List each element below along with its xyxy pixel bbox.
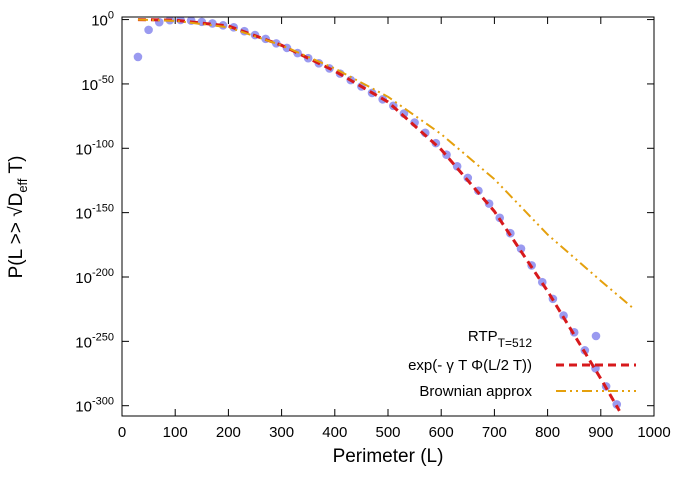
x-tick-label: 900 xyxy=(588,424,613,441)
x-tick-label: 400 xyxy=(322,424,347,441)
legend-label: exp(- γ T Φ(L/2 T)) xyxy=(408,357,532,374)
legend-marker xyxy=(591,331,601,341)
plot-frame xyxy=(121,16,655,417)
y-tick-label: 10-200 xyxy=(75,267,114,287)
legend-name: Brownian approx xyxy=(419,383,532,400)
x-tick-label: 0 xyxy=(118,424,126,441)
data-line xyxy=(137,18,621,412)
legend-name: exp(- γ T Φ(L/2 T)) xyxy=(408,357,532,374)
x-tick-label: 300 xyxy=(269,424,294,441)
x-tick-label: 200 xyxy=(216,424,241,441)
x-tick-label: 1000 xyxy=(637,424,670,441)
x-axis-label: Perimeter (L) xyxy=(333,446,444,467)
data-point xyxy=(612,400,622,409)
data-point xyxy=(133,52,143,62)
x-tick-label: 700 xyxy=(482,424,507,441)
y-tick-exponent: 0 xyxy=(108,10,114,22)
y-tick-base: 10 xyxy=(75,206,92,223)
legend-subscript: T=512 xyxy=(498,336,533,350)
x-tick-label: 800 xyxy=(535,424,560,441)
data-point xyxy=(516,244,526,253)
y-tick-base: 10 xyxy=(75,270,92,287)
y-tick-exponent: -100 xyxy=(92,138,114,150)
y-tick-base: 10 xyxy=(75,334,92,351)
x-tick-label: 100 xyxy=(163,424,188,441)
y-axis-label-main: P(L >> √D xyxy=(6,193,27,279)
y-tick-label: 100 xyxy=(91,10,114,30)
y-axis-label-sub: eff xyxy=(15,178,30,193)
legend-label: Brownian approx xyxy=(419,383,532,400)
y-tick-base: 10 xyxy=(75,399,92,416)
y-axis-label-after: T) xyxy=(6,156,27,179)
y-tick-exponent: -150 xyxy=(92,203,114,215)
data-line xyxy=(137,18,634,309)
y-tick-exponent: -50 xyxy=(98,74,114,86)
y-axis-label: P(L >> √Deff T) xyxy=(6,156,30,279)
legend-name: RTP xyxy=(468,328,498,345)
y-tick-exponent: -200 xyxy=(92,267,114,279)
y-tick-label: 10-150 xyxy=(75,203,114,223)
y-tick-label: 10-300 xyxy=(75,396,114,416)
y-tick-base: 10 xyxy=(81,77,98,94)
data-point xyxy=(559,311,568,320)
legend-label: RTPT=512 xyxy=(468,328,532,350)
x-tick-label: 500 xyxy=(375,424,400,441)
y-tick-exponent: -250 xyxy=(92,331,114,343)
y-tick-base: 10 xyxy=(75,141,92,158)
x-tick-label: 600 xyxy=(429,424,454,441)
y-tick-label: 10-250 xyxy=(75,331,114,351)
y-tick-label: 10-50 xyxy=(81,74,114,94)
data-point xyxy=(144,25,153,35)
y-tick-label: 10-100 xyxy=(75,138,114,158)
y-tick-base: 10 xyxy=(91,13,108,30)
y-tick-exponent: -300 xyxy=(92,396,114,408)
